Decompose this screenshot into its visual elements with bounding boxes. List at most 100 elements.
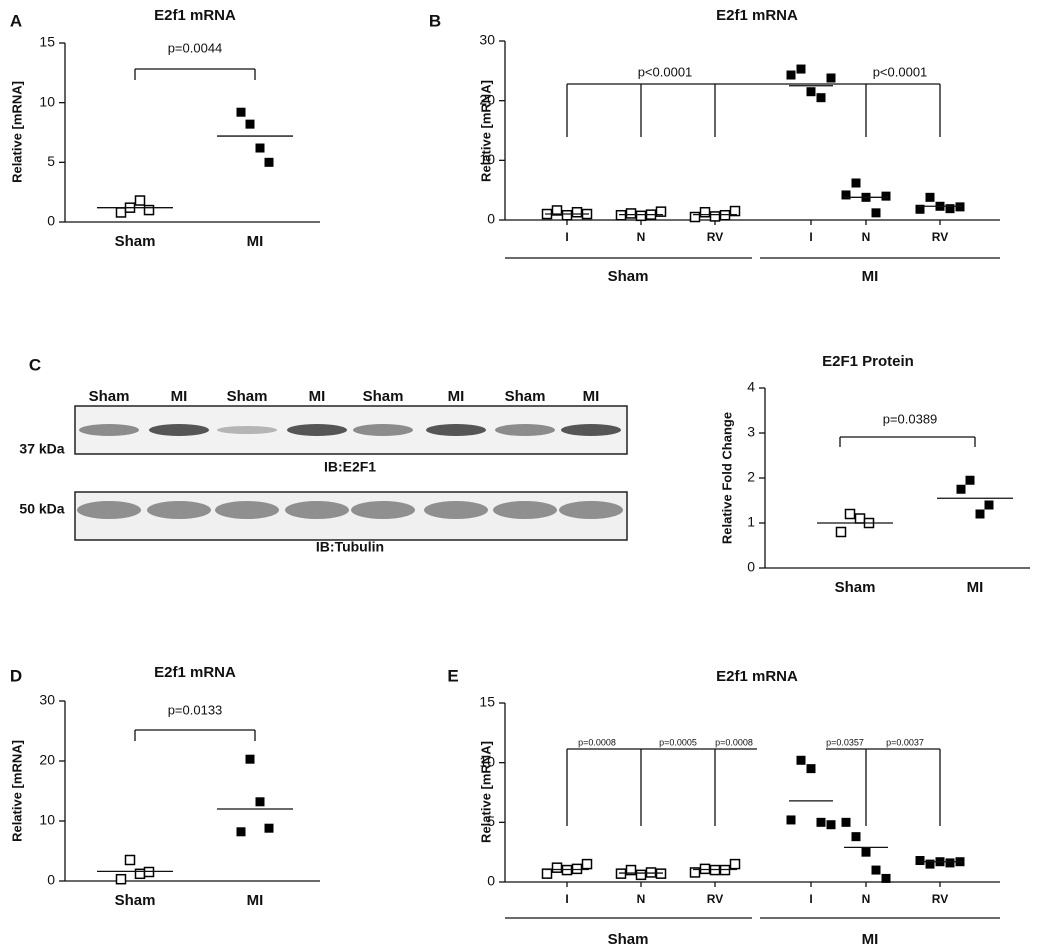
panel-label: E [447, 666, 458, 685]
band [561, 424, 621, 436]
x-tick-label: I [809, 892, 812, 906]
data-point [796, 64, 806, 74]
p-value: p=0.0133 [168, 702, 223, 717]
data-point [245, 754, 255, 764]
lane-label: Sham [89, 388, 130, 405]
data-point [806, 87, 816, 97]
y-tick-label: 5 [487, 813, 495, 829]
data-point [635, 869, 647, 881]
y-tick-label: 10 [479, 151, 495, 167]
data-point [881, 873, 891, 883]
data-point [236, 827, 246, 837]
data-point [124, 854, 136, 866]
lane-label: MI [171, 388, 188, 405]
panel-label: D [10, 666, 22, 685]
data-point [709, 211, 721, 222]
y-tick-label: 2 [747, 469, 755, 485]
data-point [841, 190, 851, 200]
data-point [551, 862, 563, 873]
p-value: p=0.0008 [715, 737, 753, 747]
blot-label: IB:E2F1 [324, 459, 376, 475]
data-point [925, 192, 935, 202]
data-point [806, 764, 816, 774]
y-tick-label: 30 [479, 32, 495, 48]
y-tick-label: 3 [747, 424, 755, 440]
data-point [134, 868, 146, 880]
data-point [844, 508, 856, 520]
lane-label: Sham [363, 388, 404, 405]
p-value: p=0.0005 [659, 737, 697, 747]
data-point [245, 119, 255, 129]
y-tick-label: 10 [39, 812, 55, 828]
data-point [581, 858, 593, 870]
data-point [851, 832, 861, 842]
band [559, 501, 623, 519]
x-tick-label: Sham [115, 233, 156, 250]
data-point [816, 93, 826, 103]
y-tick-label: 0 [47, 213, 55, 229]
data-point [635, 210, 647, 222]
x-tick-label: MI [967, 579, 984, 596]
band [285, 501, 349, 519]
band [77, 501, 141, 519]
x-tick-label: Sham [115, 892, 156, 909]
data-point [236, 107, 246, 117]
data-point [965, 475, 975, 485]
data-point [143, 204, 155, 216]
data-point [851, 178, 861, 188]
data-point [571, 206, 583, 218]
band [424, 501, 488, 519]
group-label: MI [862, 931, 879, 948]
y-tick-label: 20 [39, 752, 55, 768]
y-tick-label: 1 [747, 514, 755, 530]
p-value: p=0.0037 [886, 737, 924, 747]
panel-label: C [29, 355, 41, 374]
y-tick-label: 5 [47, 153, 55, 169]
band [351, 501, 415, 519]
p-value: p=0.0008 [578, 737, 616, 747]
data-point [984, 500, 994, 510]
x-tick-label: RV [707, 230, 723, 244]
data-point [689, 867, 701, 878]
group-label: Sham [608, 931, 649, 948]
band [495, 424, 555, 436]
data-point [841, 817, 851, 827]
data-point [835, 526, 847, 538]
x-tick-label: N [637, 892, 646, 906]
data-point [786, 70, 796, 80]
group-label: MI [862, 268, 879, 285]
x-tick-label: MI [247, 892, 264, 909]
size-label: 37 kDa [19, 441, 64, 457]
data-point [796, 755, 806, 765]
chart-title: E2f1 mRNA [716, 7, 798, 24]
y-axis-label: Relative [mRNA] [9, 81, 24, 183]
data-point [729, 205, 741, 217]
data-point [826, 820, 836, 830]
y-axis-label: Relative [mRNA] [478, 741, 493, 843]
data-point [945, 858, 955, 868]
chart-title: E2f1 mRNA [154, 7, 236, 24]
y-axis-label: Relative Fold Change [719, 412, 734, 544]
chart-title: E2f1 mRNA [154, 664, 236, 681]
chart-title: E2f1 mRNA [716, 668, 798, 685]
p-value: p=0.0044 [168, 40, 223, 55]
x-tick-label: N [862, 892, 871, 906]
data-point [115, 873, 127, 885]
data-point [115, 207, 127, 218]
lane-label: MI [583, 388, 600, 405]
band [149, 424, 209, 436]
data-point [854, 513, 866, 524]
data-point [689, 211, 701, 223]
data-point [625, 864, 637, 876]
data-point [134, 195, 146, 206]
p-value: p<0.0001 [638, 64, 693, 79]
band [215, 501, 279, 519]
data-point [551, 205, 563, 216]
lane-label: Sham [227, 388, 268, 405]
band [353, 424, 413, 436]
data-point [264, 157, 274, 167]
band [287, 424, 347, 436]
band [493, 501, 557, 519]
p-value: p=0.0357 [826, 737, 864, 747]
